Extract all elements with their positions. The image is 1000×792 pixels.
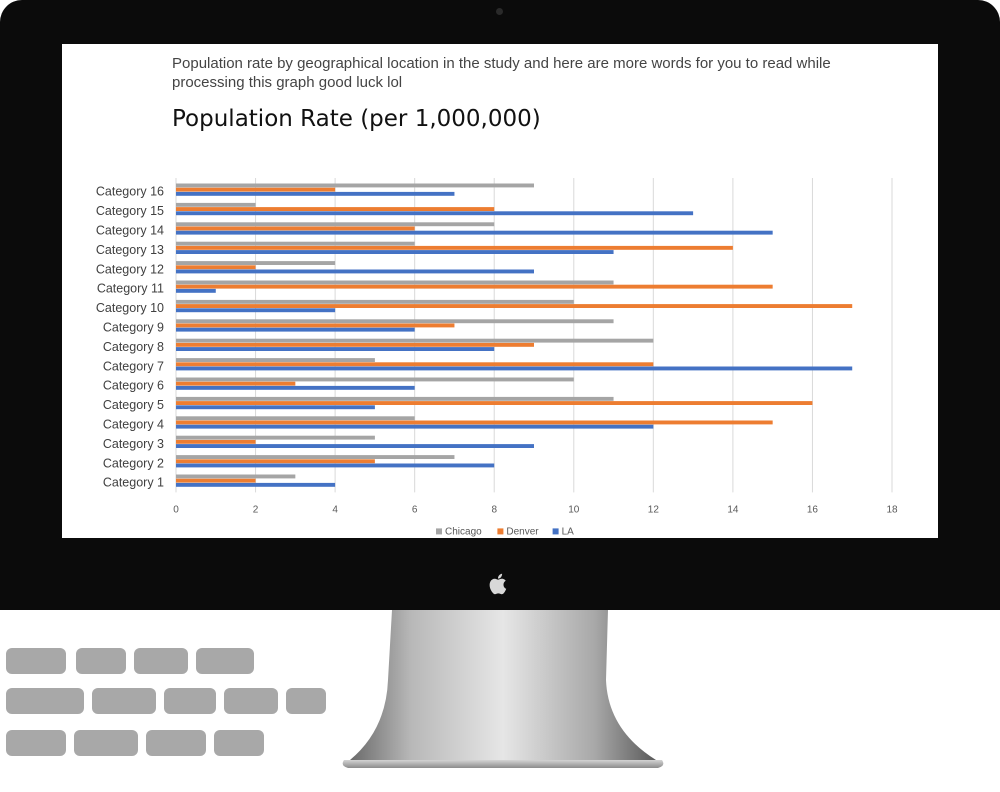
x-tick-label: 10: [568, 504, 580, 515]
y-category-label: Category 13: [96, 243, 164, 257]
x-tick-label: 16: [807, 504, 819, 515]
bar-denver: [176, 439, 256, 444]
bar-la: [176, 385, 415, 390]
y-category-label: Category 14: [96, 224, 164, 238]
y-category-label: Category 3: [103, 437, 164, 451]
bar-denver: [176, 362, 654, 367]
chart-title: Population Rate (per 1,000,000): [172, 106, 541, 132]
bar-denver: [176, 420, 773, 425]
legend-swatch-chicago: [436, 528, 442, 535]
x-tick-label: 4: [332, 504, 338, 515]
legend-label-denver: Denver: [506, 526, 539, 537]
apple-logo-icon: [489, 573, 507, 595]
bar-la: [176, 288, 216, 293]
bar-chicago: [176, 261, 336, 265]
bar-chicago: [176, 435, 375, 440]
bar-chicago: [176, 474, 296, 479]
bar-denver: [176, 284, 773, 289]
bar-denver: [176, 304, 853, 308]
y-category-label: Category 1: [103, 476, 164, 490]
y-category-label: Category 5: [103, 398, 164, 412]
x-tick-label: 6: [412, 504, 418, 515]
legend-label-la: LA: [562, 526, 575, 537]
bar-chicago: [176, 202, 256, 207]
bar-la: [176, 347, 495, 351]
camera-dot: [496, 8, 503, 15]
bar-la: [176, 424, 654, 429]
bar-chicago: [176, 241, 415, 246]
screen: Population rate by geographical location…: [62, 44, 938, 538]
x-tick-label: 12: [648, 504, 660, 515]
bar-denver: [176, 401, 813, 405]
bar-chicago: [176, 280, 614, 285]
y-category-label: Category 2: [103, 456, 164, 470]
bar-denver: [176, 245, 733, 250]
bar-la: [176, 308, 336, 313]
bar-la: [176, 191, 455, 196]
bar-chicago: [176, 416, 415, 421]
bar-denver: [176, 265, 256, 270]
bar-denver: [176, 323, 455, 328]
bar-chicago: [176, 358, 375, 362]
bar-denver: [176, 187, 336, 192]
x-tick-label: 2: [253, 504, 259, 515]
bar-denver: [176, 381, 296, 386]
y-category-label: Category 7: [103, 359, 164, 373]
bar-la: [176, 211, 694, 216]
y-category-label: Category 4: [103, 418, 164, 432]
bar-la: [176, 230, 773, 235]
bar-denver: [176, 459, 375, 464]
bar-denver: [176, 342, 534, 347]
bar-chicago: [176, 299, 574, 304]
blurred-caption: [6, 648, 326, 756]
bar-denver: [176, 478, 256, 483]
bar-chart: 0 2 4 6 8 10 12 14 16 18 Category 1 Category 2 Categ…: [96, 178, 898, 537]
bar-chicago: [176, 222, 495, 227]
legend-swatch-denver: [497, 528, 504, 535]
y-category-label: Category 10: [96, 301, 164, 315]
bar-la: [176, 482, 336, 487]
bar-la: [176, 250, 614, 254]
bar-chicago: [176, 377, 574, 382]
y-category-label: Category 16: [96, 185, 164, 199]
y-category-label: Category 12: [96, 262, 164, 276]
bar-chicago: [176, 396, 614, 401]
bar-denver: [176, 226, 415, 231]
y-category-label: Category 15: [96, 204, 164, 218]
bar-la: [176, 444, 534, 448]
chart-subtitle: Population rate by geographical location…: [172, 55, 831, 91]
x-tick-label: 0: [173, 504, 179, 515]
legend-swatch-la: [552, 528, 559, 535]
bar-denver: [176, 207, 495, 211]
bar-chicago: [176, 183, 534, 188]
x-tick-label: 14: [727, 504, 739, 515]
x-tick-label: 18: [886, 504, 898, 515]
bar-la: [176, 269, 534, 274]
bar-la: [176, 405, 375, 410]
bar-la: [176, 327, 415, 332]
y-category-label: Category 6: [103, 379, 164, 393]
bar-la: [176, 366, 853, 371]
y-category-label: Category 8: [103, 340, 164, 354]
y-category-label: Category 11: [97, 282, 164, 296]
monitor-stand: [342, 610, 664, 768]
x-tick-label: 8: [491, 504, 497, 515]
bar-chicago: [176, 455, 455, 459]
y-category-label: Category 9: [103, 321, 164, 335]
bar-chicago: [176, 338, 654, 343]
legend-label-chicago: Chicago: [445, 526, 482, 537]
bar-la: [176, 463, 495, 468]
bar-chicago: [176, 319, 614, 324]
